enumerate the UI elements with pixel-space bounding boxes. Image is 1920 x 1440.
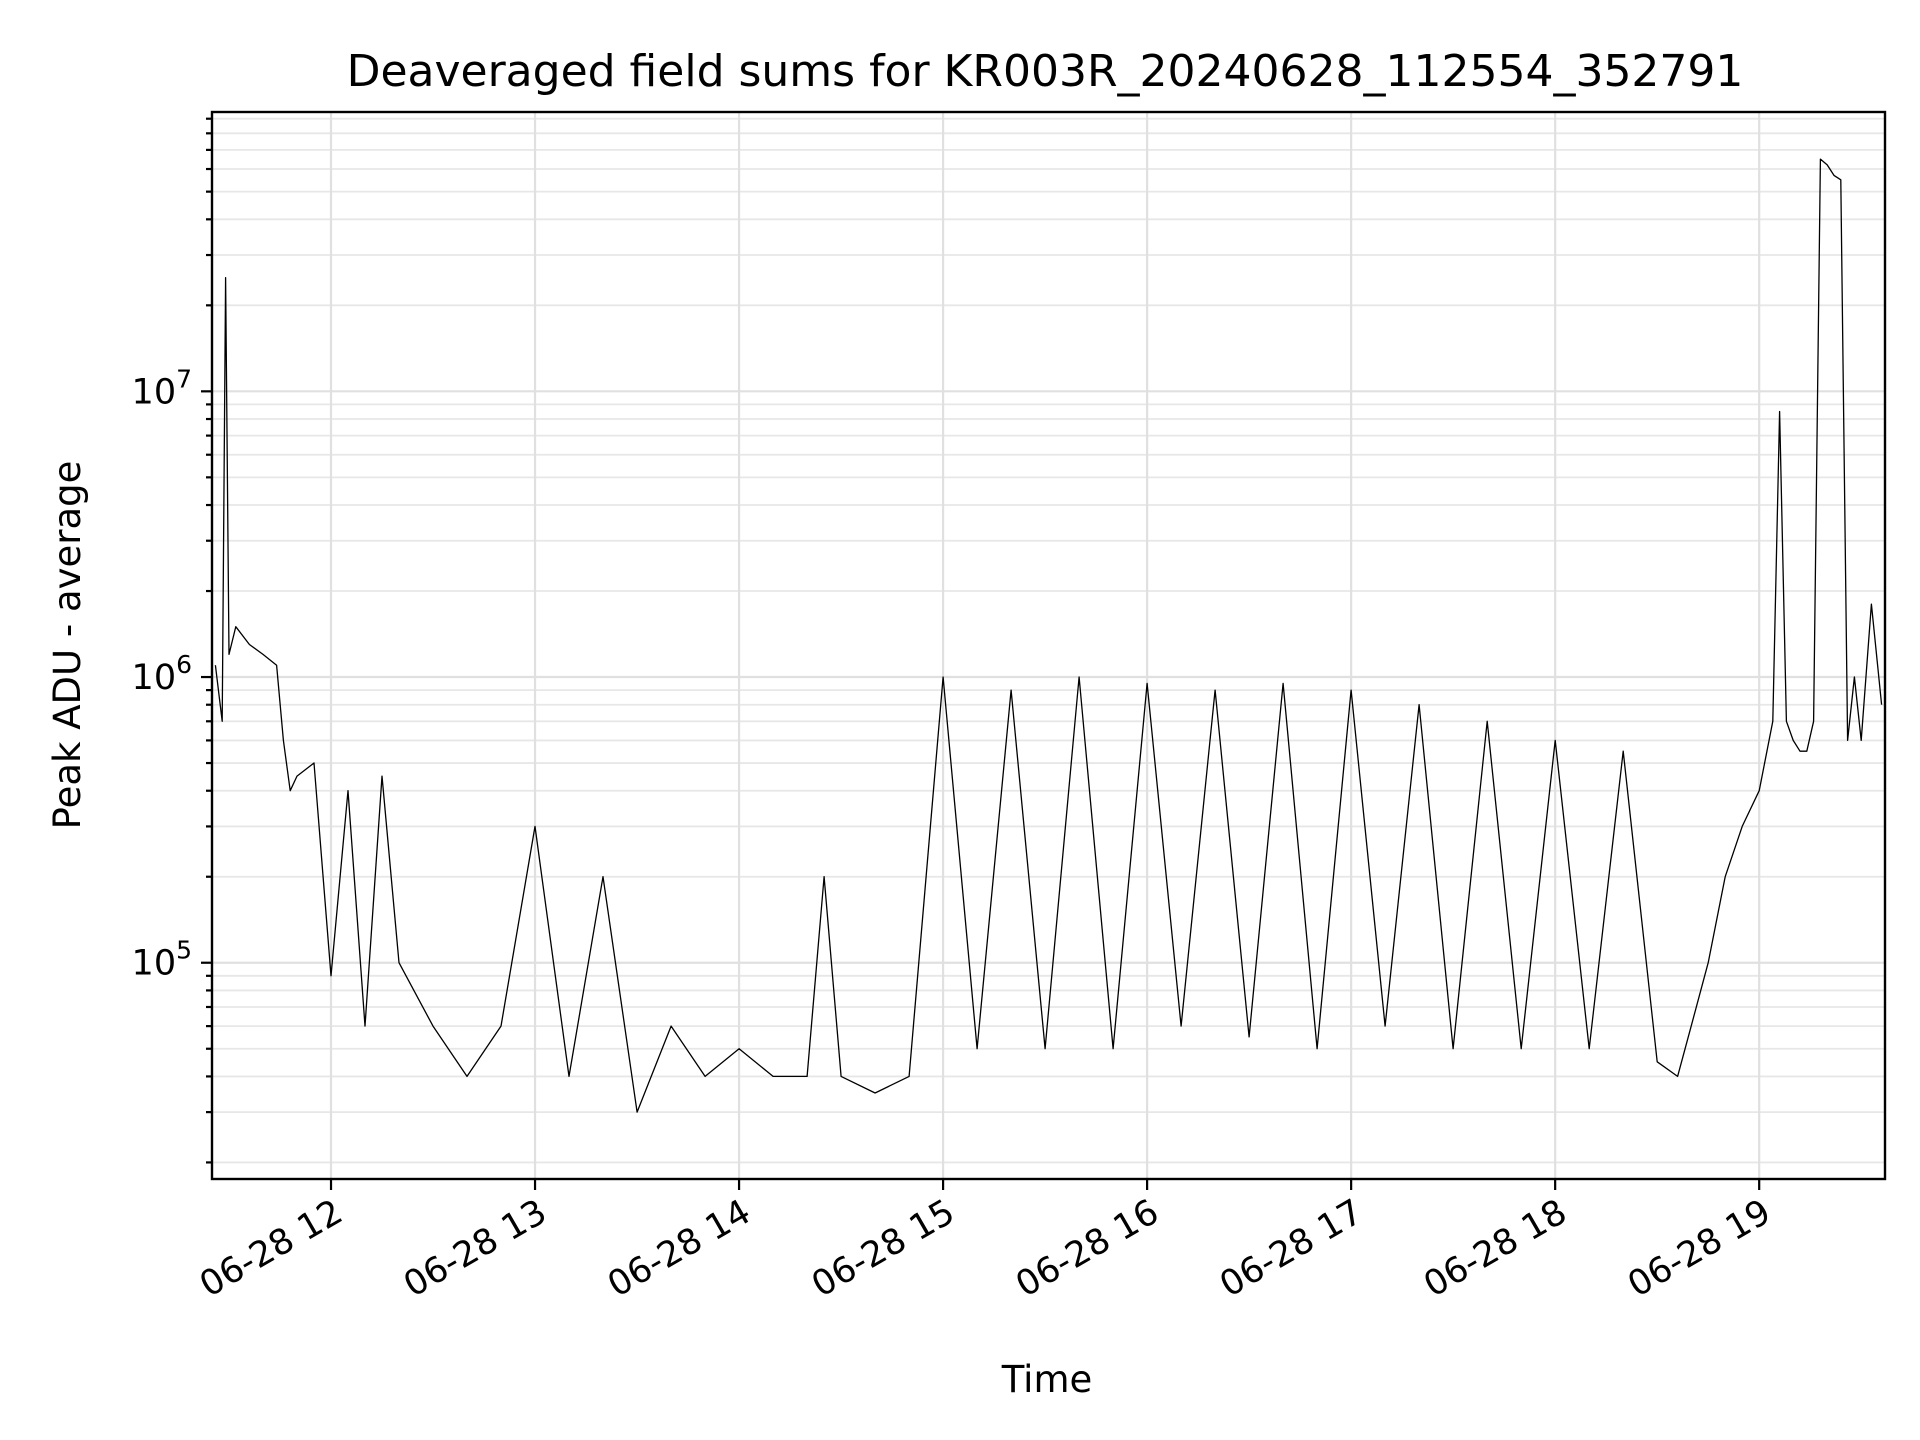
series-layer bbox=[214, 158, 1883, 1113]
chart-title: Deaveraged field sums for KR003R_2024062… bbox=[347, 46, 1744, 97]
x-axis-label: Time bbox=[1001, 1358, 1093, 1401]
y-axis: 105 106 107 bbox=[132, 117, 212, 1164]
y-tick-label: 106 bbox=[132, 650, 192, 698]
y-tick-label: 105 bbox=[132, 936, 192, 984]
series-line-0 bbox=[214, 158, 1883, 1113]
y-tick-label: 107 bbox=[132, 364, 192, 412]
grid bbox=[212, 112, 1885, 1179]
y-axis-label: Peak ADU - average bbox=[46, 461, 89, 830]
plot-frame bbox=[210, 110, 1887, 1181]
